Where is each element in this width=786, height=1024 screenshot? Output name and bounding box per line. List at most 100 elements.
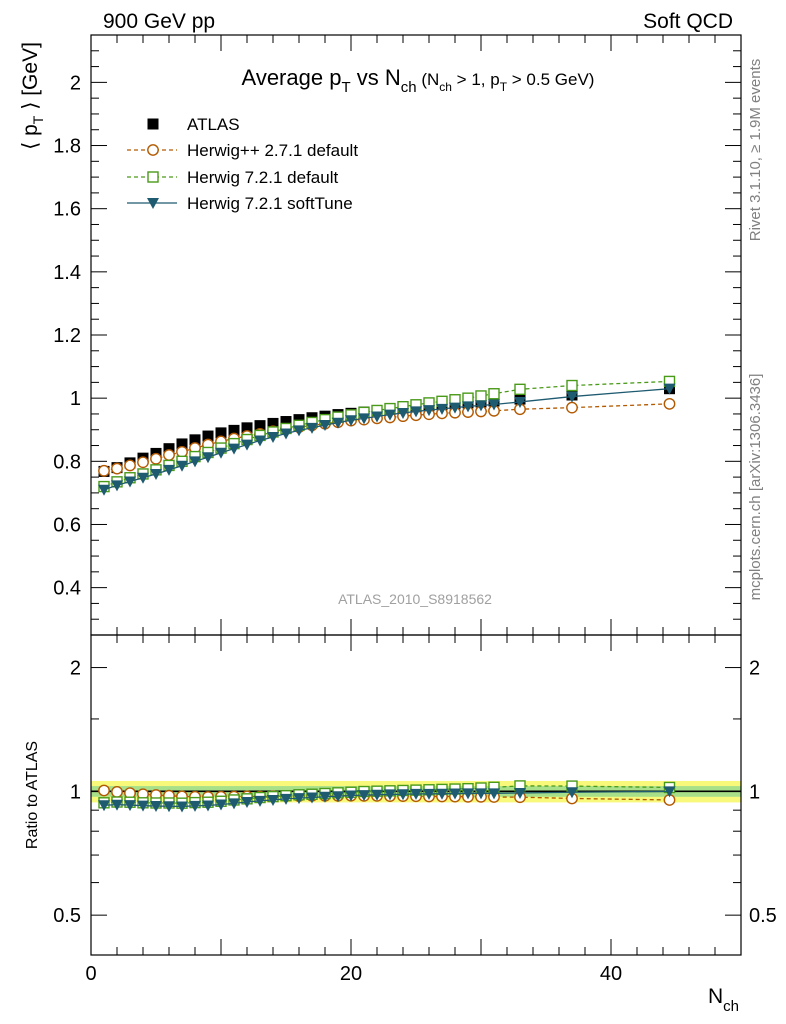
legend-marker [147,198,159,209]
data-point-herwig-7-2-1-softtune [189,800,201,812]
data-point-herwig-7-2-1-softtune [319,420,331,431]
legend-item-herwig-7-2-1-softtune: Herwig 7.2.1 softTune [127,194,353,213]
legend-marker [147,118,159,130]
data-point-herwig-7-2-1-softtune [358,790,370,802]
ratio-plot-frame [90,634,742,956]
data-point-herwig-2-7-1-default [163,449,175,461]
x-tick-label: 40 [600,963,622,985]
data-point-herwig-7-2-1-softtune [176,460,188,472]
data-point-herwig-7-2-1-softtune [462,401,474,413]
data-point-herwig-7-2-1-softtune [514,396,526,408]
data-point-herwig-2-7-1-default [124,459,136,472]
data-point-herwig-7-2-1-softtune [397,408,409,419]
data-point-herwig-7-2-1-softtune [267,794,279,806]
data-point-herwig-2-7-1-default [137,456,149,469]
data-point-herwig-7-2-1-default [514,383,526,396]
data-point-atlas [280,416,292,428]
data-point-herwig-7-2-1-softtune [488,788,500,800]
data-point-herwig-7-2-1-softtune [663,383,676,395]
x-tick-label: 0 [85,963,96,985]
legend: ATLAS Herwig++ 2.7.1 default Herwig 7.2.1 … [127,115,358,213]
data-point-herwig-7-2-1-softtune [267,432,279,443]
data-point-herwig-7-2-1-softtune [163,464,175,476]
data-point-herwig-7-2-1-softtune [202,452,214,464]
data-point-herwig-7-2-1-softtune [514,787,526,799]
data-point-herwig-7-2-1-softtune [202,800,214,812]
legend-label: Herwig++ 2.7.1 default [187,141,358,160]
data-point-herwig-7-2-1-softtune [280,428,292,440]
data-point-herwig-7-2-1-softtune [293,425,305,437]
main-y-tick-label: 1.2 [53,325,81,347]
data-point-herwig-7-2-1-softtune [228,443,240,455]
legend-label: Herwig 7.2.1 softTune [187,194,353,213]
data-point-herwig-2-7-1-default [150,452,162,465]
data-point-herwig-7-2-1-softtune [293,793,305,805]
data-point-herwig-7-2-1-softtune [124,476,136,488]
data-point-atlas [267,417,279,429]
ratio-y-tick-label-right: 2 [749,658,760,680]
main-y-tick-label: 1.6 [53,199,81,221]
series-line-herwig-7-2-1-softtune [103,388,670,491]
data-point-herwig-7-2-1-softtune [111,799,123,811]
ratio-y-tick-label-left: 0.5 [53,905,81,927]
data-point-herwig-7-2-1-softtune [449,402,461,414]
data-point-herwig-7-2-1-softtune [436,788,448,800]
data-point-herwig-7-2-1-softtune [436,403,448,415]
x-axis-title: Nch [708,985,739,1015]
series-line-herwig-7-2-1-default [103,785,670,804]
series-line-herwig-7-2-1-default [103,380,670,488]
data-point-herwig-7-2-1-default [475,390,487,402]
data-point-herwig-7-2-1-softtune [98,484,110,496]
data-point-herwig-7-2-1-softtune [306,792,318,804]
ratio-y-tick-label-left: 2 [70,658,81,680]
data-point-herwig-7-2-1-softtune [215,799,227,811]
series-line-herwig-2-7-1-default [103,403,670,472]
x-tick-labels: 0 20 40 [85,963,622,985]
main-y-tick-label: 1.8 [53,136,81,158]
mcplots-label: mcplots.cern.ch [arXiv:1306.3436] [747,374,764,601]
data-point-herwig-7-2-1-softtune [410,788,422,800]
series-herwig-7-2-1-softtune [98,383,676,496]
main-y-tick-labels: 0.4 0.6 0.8 1 1.2 1.4 1.6 1.8 2 [53,72,81,599]
data-point-herwig-7-2-1-softtune [462,788,474,800]
main-y-tick-label: 2 [70,72,81,94]
data-point-herwig-7-2-1-softtune [663,786,676,798]
ratio-y-tick-label-left: 1 [70,781,81,803]
legend-label: Herwig 7.2.1 default [187,168,338,187]
data-point-herwig-7-2-1-softtune [98,800,110,812]
data-point-herwig-7-2-1-softtune [254,795,266,807]
data-point-herwig-7-2-1-softtune [137,800,149,812]
data-point-herwig-7-2-1-softtune [241,439,253,451]
data-point-herwig-7-2-1-softtune [371,411,383,423]
data-point-atlas [241,422,253,434]
legend-item-herwig-7-2-1-default: Herwig 7.2.1 default [127,168,338,187]
data-point-herwig-7-2-1-softtune [449,788,461,800]
data-point-herwig-7-2-1-softtune [410,406,422,418]
data-point-herwig-7-2-1-softtune [423,405,435,417]
data-point-herwig-7-2-1-softtune [384,789,396,801]
data-point-atlas [176,438,188,450]
data-point-herwig-7-2-1-softtune [475,788,487,800]
axis-ticks [90,34,742,956]
data-point-herwig-7-2-1-softtune [345,415,357,427]
analysis-id-label: ATLAS_2010_S8918562 [338,591,492,607]
series-line-herwig-7-2-1-softtune [103,790,670,808]
main-y-tick-label: 0.8 [53,451,81,473]
data-point-herwig-7-2-1-softtune [150,468,162,480]
main-y-tick-label: 1.4 [53,262,81,284]
data-point-herwig-7-2-1-softtune [397,789,409,801]
series-herwig-7-2-1-softtune [98,786,676,813]
data-point-herwig-2-7-1-default [111,785,123,798]
main-y-axis-title: ⟨ pT ⟩ [GeV] [19,42,46,150]
plot-title: Average pT vs Nch (Nch > 1, pT > 0.5 GeV… [242,65,595,96]
data-point-atlas [189,434,201,446]
legend-marker [147,144,159,156]
data-point-herwig-7-2-1-softtune [150,801,162,813]
legend-item-herwig-2-7-1-default: Herwig++ 2.7.1 default [127,141,358,160]
data-point-herwig-7-2-1-softtune [384,409,396,421]
data-point-atlas [163,443,175,455]
data-point-herwig-7-2-1-softtune [345,790,357,802]
legend-label: ATLAS [187,115,240,134]
data-point-atlas [202,430,214,442]
data-point-atlas [215,427,227,439]
